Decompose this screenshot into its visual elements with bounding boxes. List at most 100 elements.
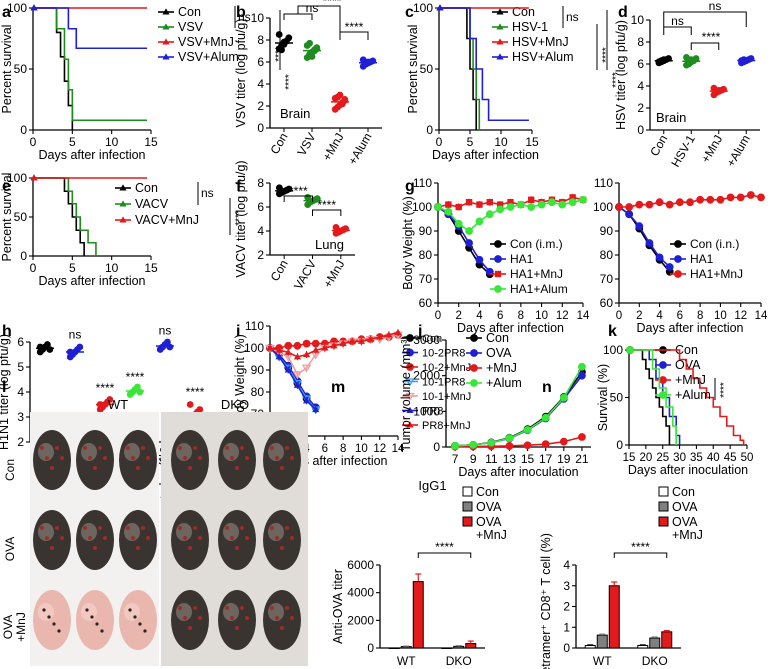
- lung-spot: [146, 456, 150, 460]
- data-point-+Alum: [451, 442, 459, 450]
- data-point-HA1+MnJ: [686, 198, 694, 207]
- data-point-HA1+MnJ: [528, 196, 535, 203]
- data-point-HA1+Alum: [568, 198, 577, 207]
- x-axis-label: Days after inoculation: [458, 465, 578, 479]
- sig-label: ****: [284, 74, 295, 90]
- legend-marker-+Alum: [470, 379, 478, 387]
- sig-bracket: [283, 195, 313, 202]
- lung-specimen: [171, 590, 209, 650]
- y-axis-label: VSV titer (log pfu/g): [234, 18, 248, 127]
- lung-spot: [47, 615, 51, 619]
- data-point-+MnJ: [523, 441, 532, 450]
- legend-label: Con: [672, 485, 695, 499]
- y-tick-label: 2000: [347, 613, 374, 627]
- bar-OVA-DKO: [649, 637, 661, 649]
- legend-label: Con: [486, 331, 509, 345]
- data-point-HA1+MnJ: [655, 198, 664, 207]
- data-point-PR8: [293, 381, 302, 388]
- data-point-PR8+MnJ: [330, 342, 338, 349]
- y-tick-label: 100: [7, 171, 27, 185]
- legend-label: VACV: [135, 197, 169, 211]
- y-tick-label: 70: [600, 272, 614, 286]
- x-tick-label: 0: [435, 310, 441, 322]
- legend-label: OVA: [486, 346, 512, 360]
- lung-spot: [188, 626, 192, 630]
- y-tick-label: 90: [251, 363, 265, 377]
- x-tick-label: 15: [623, 452, 636, 464]
- x-tick-label: 8: [340, 443, 346, 455]
- legend-swatch-OVA +MnJ: [462, 516, 473, 527]
- legend-marker-VSV: [162, 23, 170, 30]
- legend-marker-10-1+MnJ: [405, 392, 415, 401]
- x-tick-label: 15: [525, 135, 539, 149]
- panel-letter-a: a: [2, 4, 11, 21]
- series-line-VSV: [33, 7, 148, 122]
- sig-label: ****: [234, 210, 245, 226]
- x-tick-label: +MnJ: [320, 131, 347, 164]
- data-point-HA1 i.n.: [166, 343, 174, 351]
- data-point-PR8+MnJ: [275, 346, 283, 353]
- panel-letter-h: h: [2, 323, 12, 340]
- tissue-label: Brain: [656, 110, 686, 125]
- sig-label: ****: [126, 370, 145, 384]
- legend-marker-+Alum: [659, 391, 667, 399]
- lung-spot: [40, 526, 44, 530]
- legend-label: HSV+Alum: [512, 50, 573, 64]
- lung-spot: [93, 466, 97, 470]
- data-point-HA1: [665, 263, 674, 271]
- x-tick-label: +MnJ: [320, 258, 347, 291]
- y-tick-label: 8: [637, 35, 644, 49]
- lung-spot: [235, 466, 239, 470]
- series-line-Con: [439, 7, 477, 130]
- x-tick-label: 5: [69, 261, 76, 275]
- legend-marker-Con: [496, 8, 504, 15]
- sig-label: ****: [323, 0, 342, 8]
- sig-label: ****: [702, 30, 721, 44]
- legend-marker-OVA: [470, 349, 478, 357]
- y-tick-label: 0: [426, 123, 433, 137]
- legend-label: HA1+MnJ: [510, 267, 563, 281]
- lung-spot: [60, 536, 64, 540]
- lung-spot: [88, 536, 92, 540]
- panel-letters: a b c d e f g h i j k m n: [2, 4, 628, 396]
- x-tick-label: 14: [392, 443, 405, 455]
- y-tick-label: 4: [17, 385, 24, 399]
- lung-spot: [90, 615, 94, 619]
- x-axis-label: Days after infection: [457, 321, 564, 335]
- lung-spot: [230, 616, 234, 620]
- legend-label: HA1+Alum: [510, 282, 568, 296]
- data-point-OVA: [578, 371, 586, 380]
- legend-label: HA1+MnJ: [690, 267, 743, 281]
- x-tick-label: 19: [557, 452, 571, 466]
- chart-title: IgG1: [418, 478, 446, 493]
- lung-specimen: [33, 590, 71, 650]
- data-point-HA1+Alum: [475, 217, 484, 226]
- lung-spot: [146, 536, 150, 540]
- series-line-Con: [33, 177, 85, 256]
- data-point-HA1+MnJ: [465, 199, 473, 206]
- lung-spot: [178, 606, 182, 610]
- x-tick-label: HSV-1: [668, 132, 698, 169]
- lung-spot: [193, 446, 197, 450]
- y-axis-label: HSV titer (log pfu/g): [614, 20, 628, 130]
- y-axis-label: Percent survival: [0, 173, 14, 262]
- data-point-10-1+MnJ: [301, 364, 312, 373]
- lung-specimen: [263, 510, 301, 570]
- y-tick-label: 2: [17, 435, 24, 449]
- tissue-label: Lung: [315, 237, 344, 252]
- data-point-PR8+MnJ: [321, 344, 329, 351]
- lung-spot: [235, 546, 239, 550]
- data-point-+MnJ: [541, 440, 550, 449]
- data-point-HA1: [465, 239, 473, 247]
- x-tick-label: 17: [539, 452, 553, 466]
- legend-marker-VSV+Alum: [162, 53, 170, 60]
- lung-spot: [188, 466, 192, 470]
- lung-specimen: [33, 510, 71, 570]
- lung-spot: [50, 466, 54, 470]
- lung-spot: [143, 629, 147, 633]
- x-tick-label: +Alum: [345, 131, 374, 168]
- series-line-Con: [33, 7, 74, 130]
- legend-marker-HSV-1: [496, 23, 504, 30]
- y-axis-label: Survival (%): [596, 364, 610, 431]
- sig-label: ****: [317, 198, 336, 212]
